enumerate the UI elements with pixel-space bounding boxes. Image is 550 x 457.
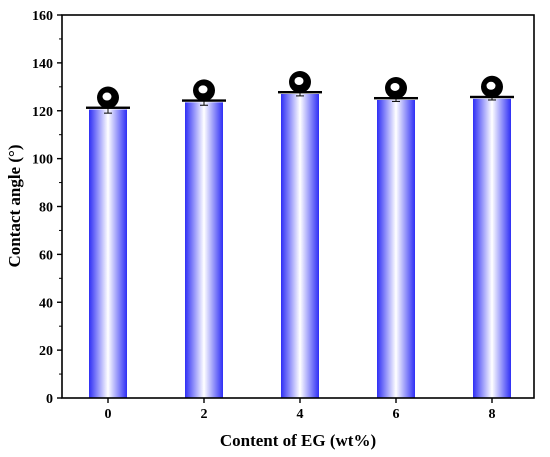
y-axis-title: Contact angle (°) [5, 145, 24, 268]
bar [281, 93, 319, 399]
y-tick-label: 120 [32, 105, 53, 120]
water-droplet-icon [289, 70, 311, 93]
x-axis-title: Content of EG (wt%) [220, 431, 376, 450]
y-tick-label: 160 [32, 9, 53, 24]
droplet-highlight [390, 82, 400, 91]
y-axis-ticks: 0 20 40 60 80 100 120 140 160 [32, 9, 62, 407]
y-tick-label: 100 [32, 153, 53, 168]
x-axis-ticks: 0 2 4 6 8 [105, 398, 496, 422]
y-tick-label: 40 [39, 296, 53, 311]
bar [377, 99, 415, 399]
y-tick-label: 60 [39, 248, 53, 263]
droplet-highlight [198, 85, 208, 94]
bar [89, 109, 127, 398]
droplet-highlight [294, 76, 304, 85]
x-tick-label: 0 [105, 407, 112, 422]
droplets-group [86, 70, 514, 109]
x-tick-label: 2 [201, 407, 208, 422]
droplet-highlight [486, 81, 496, 90]
x-tick-label: 4 [297, 407, 304, 422]
water-droplet-icon [193, 79, 215, 102]
y-tick-label: 80 [39, 201, 53, 216]
y-tick-label: 20 [39, 344, 53, 359]
bars-group [89, 93, 511, 399]
y-tick-label: 140 [32, 57, 53, 72]
x-tick-label: 8 [489, 407, 496, 422]
bar [185, 102, 223, 398]
bar [473, 98, 511, 398]
water-droplet-icon [481, 75, 503, 98]
y-tick-label: 0 [46, 392, 53, 407]
water-droplet-icon [385, 76, 407, 99]
droplet-highlight [102, 92, 112, 101]
x-tick-label: 6 [393, 407, 400, 422]
water-droplet-icon [97, 86, 119, 109]
